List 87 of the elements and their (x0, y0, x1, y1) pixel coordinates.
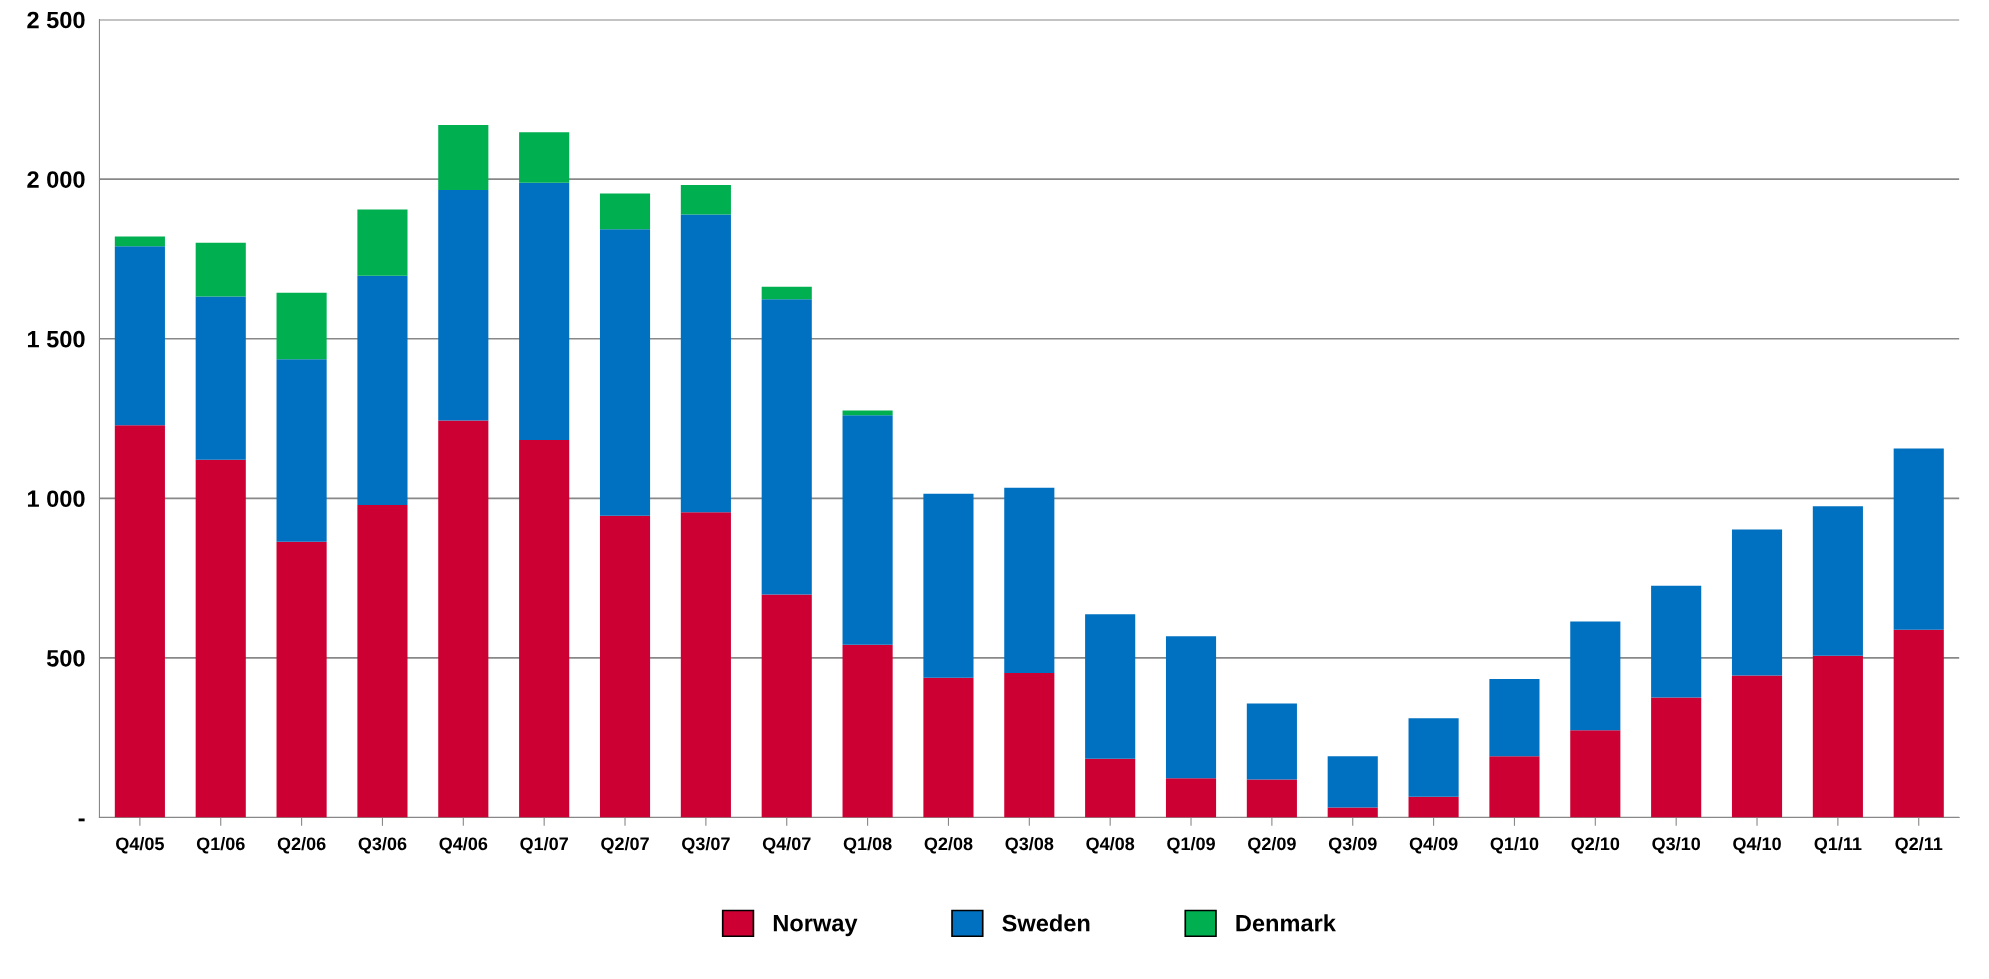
x-tick-label: Q2/10 (1571, 836, 1620, 854)
x-tick-label: Q1/06 (196, 836, 245, 854)
bar (1893, 629, 1944, 818)
bar (1651, 697, 1702, 818)
bar (195, 459, 246, 818)
y-tick-label: 1 000 (27, 490, 85, 508)
bar (357, 275, 408, 506)
y-tick-label: 2 500 (27, 11, 85, 29)
bar (195, 242, 246, 297)
bar (519, 182, 570, 440)
bar (1327, 807, 1378, 818)
y-tick-label: - (78, 818, 85, 822)
x-tick-label: Q2/07 (601, 836, 649, 854)
bar (438, 190, 489, 421)
x-tick-label: Q2/11 (1895, 836, 1943, 854)
bar (1570, 621, 1621, 731)
bar (599, 193, 651, 230)
bar (761, 286, 812, 300)
x-tick-label: Q4/09 (1409, 836, 1458, 854)
bar (519, 439, 570, 818)
x-tick-label: Q4/08 (1086, 836, 1135, 854)
bar (1085, 758, 1136, 818)
bar (1085, 614, 1136, 759)
legend-label: Sweden (1002, 914, 1090, 932)
bar (438, 124, 489, 191)
x-tick-label: Q1/09 (1167, 836, 1215, 854)
bar (1246, 779, 1297, 818)
bar (1489, 756, 1540, 818)
bar (923, 493, 974, 678)
x-tick-label: Q4/07 (762, 836, 811, 854)
bar (680, 184, 731, 215)
bar (1327, 756, 1378, 808)
bar (114, 425, 165, 818)
x-tick-label: Q3/07 (682, 836, 730, 854)
bar (923, 677, 974, 818)
x-tick-label: Q1/10 (1490, 836, 1539, 854)
x-tick-label: Q1/08 (843, 836, 892, 854)
bar (1651, 585, 1702, 698)
bar (1408, 796, 1459, 818)
x-tick-label: Q2/09 (1248, 836, 1296, 854)
bar (842, 415, 893, 645)
bar (1165, 636, 1217, 779)
x-tick-label: Q2/06 (277, 836, 326, 854)
bar (680, 214, 731, 513)
bar (761, 299, 812, 595)
bar (842, 644, 893, 818)
bar (1812, 506, 1863, 656)
y-tick-label: 500 (46, 649, 85, 667)
bar (1731, 529, 1783, 676)
x-tick-label: Q3/08 (1005, 836, 1054, 854)
x-tick-label: Q4/10 (1733, 836, 1781, 854)
y-tick-label: 1 500 (27, 330, 85, 348)
x-tick-label: Q2/08 (924, 836, 973, 854)
bar (1004, 672, 1055, 818)
x-tick-label: Q1/11 (1814, 836, 1862, 854)
x-tick-label: Q4/05 (116, 836, 164, 854)
bar (599, 229, 651, 516)
x-tick-label: Q3/06 (358, 836, 407, 854)
legend-label: Norway (773, 915, 858, 937)
bar (1570, 730, 1621, 818)
bar (1731, 675, 1783, 818)
x-tick-label: Q3/10 (1652, 836, 1701, 854)
bar (195, 296, 246, 460)
x-tick-label: Q1/07 (520, 836, 568, 854)
bar (761, 594, 812, 818)
bar (357, 209, 408, 276)
bar (276, 541, 327, 818)
bar (519, 132, 570, 183)
bar (1246, 703, 1297, 780)
x-tick-label: Q3/09 (1328, 836, 1377, 854)
bar (438, 420, 489, 818)
bar (114, 236, 165, 247)
y-tick-label: 2 000 (27, 171, 85, 188)
bar (1408, 718, 1459, 797)
x-tick-label: Q4/06 (439, 836, 488, 854)
bar (114, 246, 165, 426)
bar (680, 512, 731, 818)
bar (1489, 678, 1540, 757)
bar (276, 359, 327, 542)
legend-label: Denmark (1236, 914, 1336, 932)
bar (357, 505, 408, 818)
bar (1893, 448, 1944, 630)
bar (599, 515, 651, 818)
bar (1812, 655, 1863, 818)
bar (1165, 778, 1217, 818)
bar (1004, 487, 1055, 673)
bar (276, 292, 327, 360)
